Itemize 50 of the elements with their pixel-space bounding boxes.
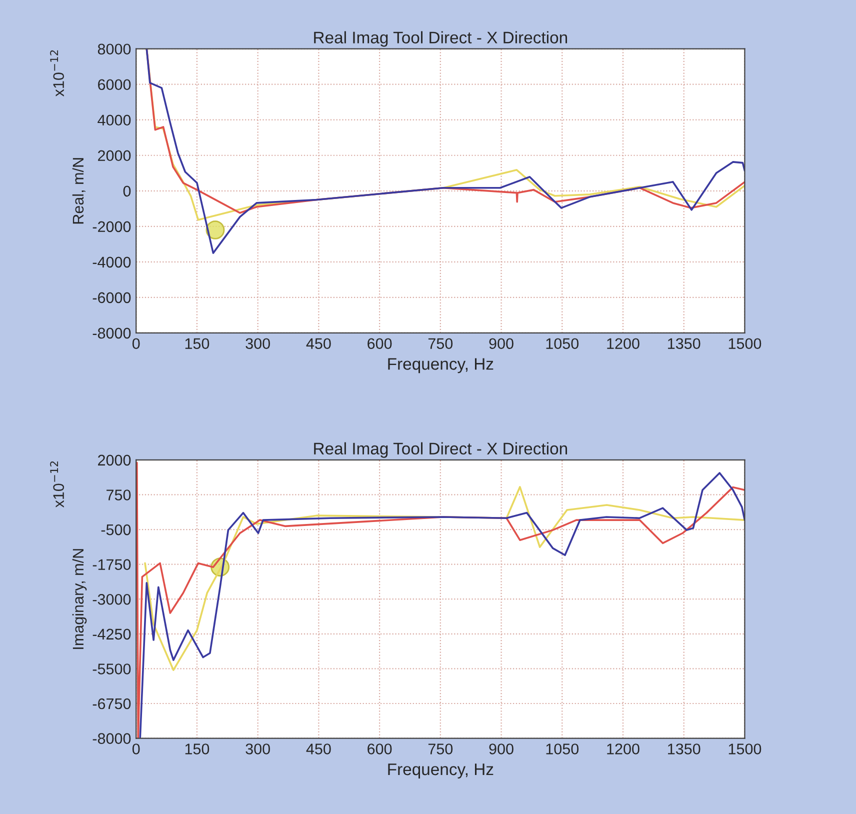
chart-title: Real Imag Tool Direct - X Direction xyxy=(314,31,568,47)
y-tick-label: -4250 xyxy=(92,628,131,640)
x-tick-label: 150 xyxy=(185,744,210,754)
text: x10$^{−12}$ xyxy=(50,50,64,96)
y-tick-label: 0 xyxy=(123,186,131,197)
x-tick-label: 750 xyxy=(428,744,453,754)
y-tick-label: 2000 xyxy=(98,150,131,162)
x-tick-label: 1050 xyxy=(546,744,579,754)
x-tick-label: 1200 xyxy=(607,338,640,350)
y-tick-label: -8000 xyxy=(92,733,131,744)
chart-title: Real Imag Tool Direct - X Direction xyxy=(314,442,568,458)
x-tick-label: 300 xyxy=(246,744,270,754)
x-tick-label: 1500 xyxy=(728,338,762,350)
y-axis-title: Real, m/N xyxy=(72,158,86,224)
x-tick-label: 600 xyxy=(368,338,392,350)
line-series xyxy=(144,486,745,671)
x-tick-label: 300 xyxy=(246,338,270,350)
y-tick-label: -6000 xyxy=(92,292,131,304)
y-tick-label: -4000 xyxy=(92,256,131,268)
y-tick-label: -6750 xyxy=(92,698,131,710)
y-tick-label: -5500 xyxy=(92,664,131,674)
y-tick-label: 2000 xyxy=(98,454,131,466)
y-tick-label: 750 xyxy=(106,490,131,500)
x-tick-label: 1350 xyxy=(668,338,700,350)
x-tick-label: 1050 xyxy=(546,338,579,350)
text: x10$^{−12}$ xyxy=(50,461,64,508)
x-tick-label: 1500 xyxy=(728,744,762,754)
y-tick-label: -1750 xyxy=(92,559,131,570)
x-tick-label: 0 xyxy=(132,744,140,754)
x-tick-label: 900 xyxy=(489,338,514,350)
x-tick-label: 750 xyxy=(428,338,453,350)
y-tick-label: -3000 xyxy=(92,594,131,605)
x-tick-label: 450 xyxy=(306,744,331,754)
y-tick-label: -8000 xyxy=(92,328,131,339)
x-tick-label: 900 xyxy=(489,744,514,754)
x-tick-label: 600 xyxy=(368,744,392,754)
y-tick-label: 4000 xyxy=(98,114,131,126)
x-tick-label: 0 xyxy=(132,338,140,350)
y-tick-label: 6000 xyxy=(98,79,131,90)
x-tick-label: 150 xyxy=(185,338,210,350)
x-tick-label: 450 xyxy=(306,338,331,350)
y-tick-label: -2000 xyxy=(92,221,131,232)
line-series xyxy=(146,48,745,254)
y-tick-label: 8000 xyxy=(98,44,131,55)
x-tick-label: 1200 xyxy=(607,744,640,754)
x-axis-title: Frequency, Hz xyxy=(388,764,494,778)
y-tick-label: -500 xyxy=(101,524,131,536)
x-tick-label: 1350 xyxy=(668,744,700,754)
x-axis-title: Frequency, Hz xyxy=(388,358,494,374)
y-axis-title: Imaginary, m/N xyxy=(72,549,87,649)
